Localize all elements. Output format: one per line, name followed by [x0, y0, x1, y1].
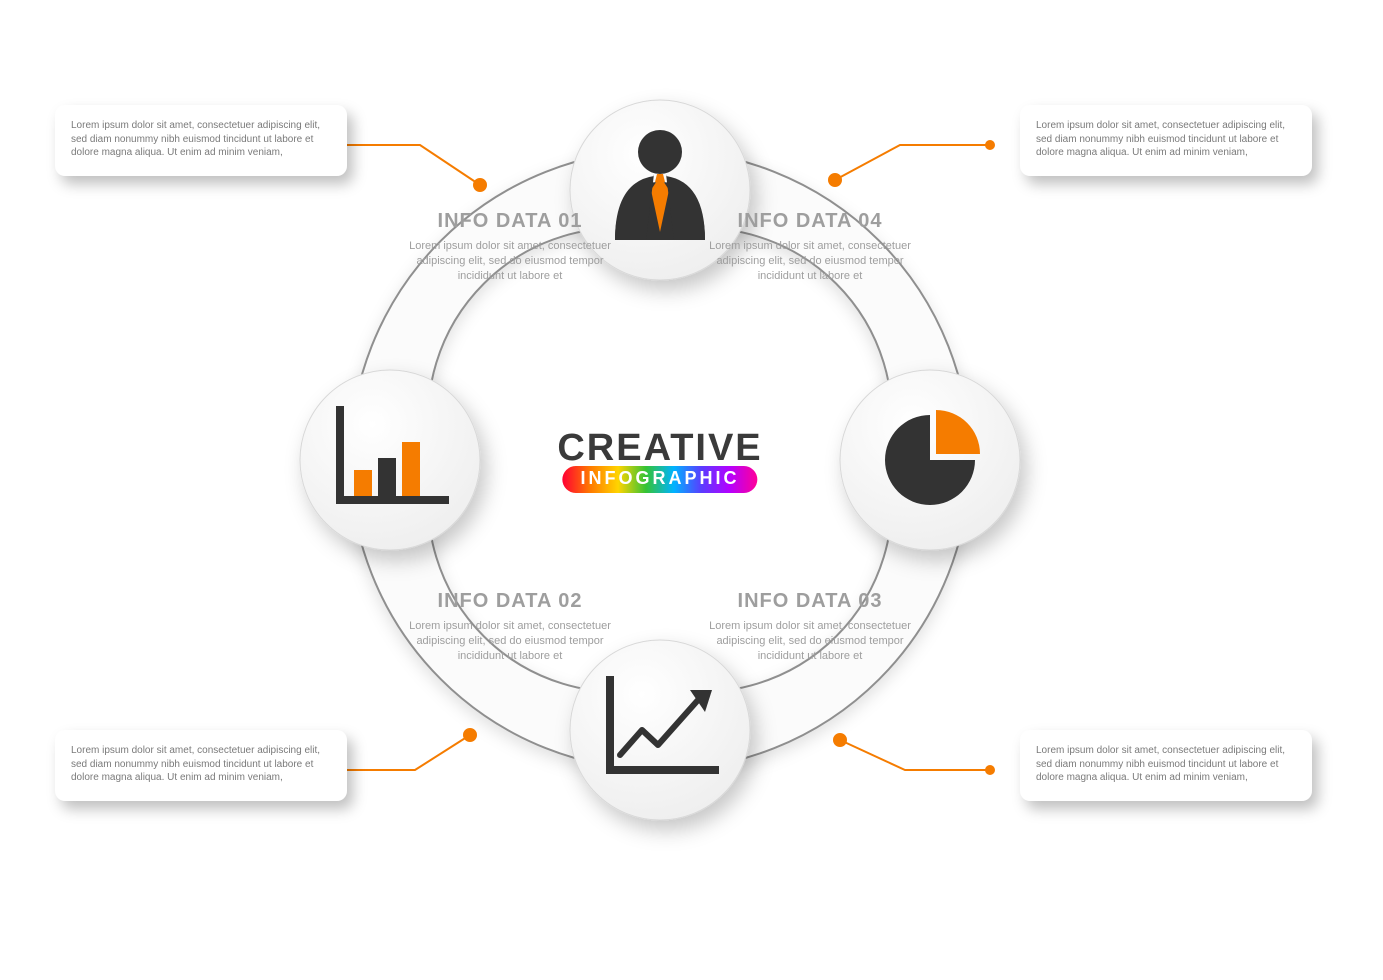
section-title-02: INFO DATA 02 — [400, 590, 620, 613]
callout-top-left: Lorem ipsum dolor sit amet, consectetuer… — [55, 105, 347, 176]
center-subtitle: INFOGRAPHIC — [580, 468, 739, 488]
callout-text: Lorem ipsum dolor sit amet, consectetuer… — [1036, 120, 1285, 158]
node-left — [300, 370, 480, 550]
section-label-02: INFO DATA 02 Lorem ipsum dolor sit amet,… — [400, 590, 620, 664]
callout-top-right: Lorem ipsum dolor sit amet, consectetuer… — [1020, 105, 1312, 176]
section-label-04: INFO DATA 04 Lorem ipsum dolor sit amet,… — [700, 210, 920, 284]
callout-bottom-right: Lorem ipsum dolor sit amet, consectetuer… — [1020, 730, 1312, 801]
section-desc-04: Lorem ipsum dolor sit amet, consectetuer… — [700, 239, 920, 284]
callout-text: Lorem ipsum dolor sit amet, consectetuer… — [1036, 745, 1285, 783]
section-title-04: INFO DATA 04 — [700, 210, 920, 233]
node-right — [840, 370, 1020, 550]
section-label-03: INFO DATA 03 Lorem ipsum dolor sit amet,… — [700, 590, 920, 664]
callout-text: Lorem ipsum dolor sit amet, consectetuer… — [71, 745, 320, 783]
section-desc-02: Lorem ipsum dolor sit amet, consectetuer… — [400, 619, 620, 664]
center-title: CREATIVE — [557, 427, 762, 470]
section-title-03: INFO DATA 03 — [700, 590, 920, 613]
section-desc-01: Lorem ipsum dolor sit amet, consectetuer… — [400, 239, 620, 284]
center-subtitle-pill: INFOGRAPHIC — [562, 466, 757, 493]
callout-text: Lorem ipsum dolor sit amet, consectetuer… — [71, 120, 320, 158]
section-title-01: INFO DATA 01 — [400, 210, 620, 233]
section-label-01: INFO DATA 01 Lorem ipsum dolor sit amet,… — [400, 210, 620, 284]
callout-bottom-left: Lorem ipsum dolor sit amet, consectetuer… — [55, 730, 347, 801]
infographic-stage: CREATIVE INFOGRAPHIC INFO DATA 01 Lorem … — [0, 0, 1383, 980]
node-bottom — [570, 640, 750, 820]
section-desc-03: Lorem ipsum dolor sit amet, consectetuer… — [700, 619, 920, 664]
center-title-block: CREATIVE INFOGRAPHIC — [557, 427, 762, 493]
